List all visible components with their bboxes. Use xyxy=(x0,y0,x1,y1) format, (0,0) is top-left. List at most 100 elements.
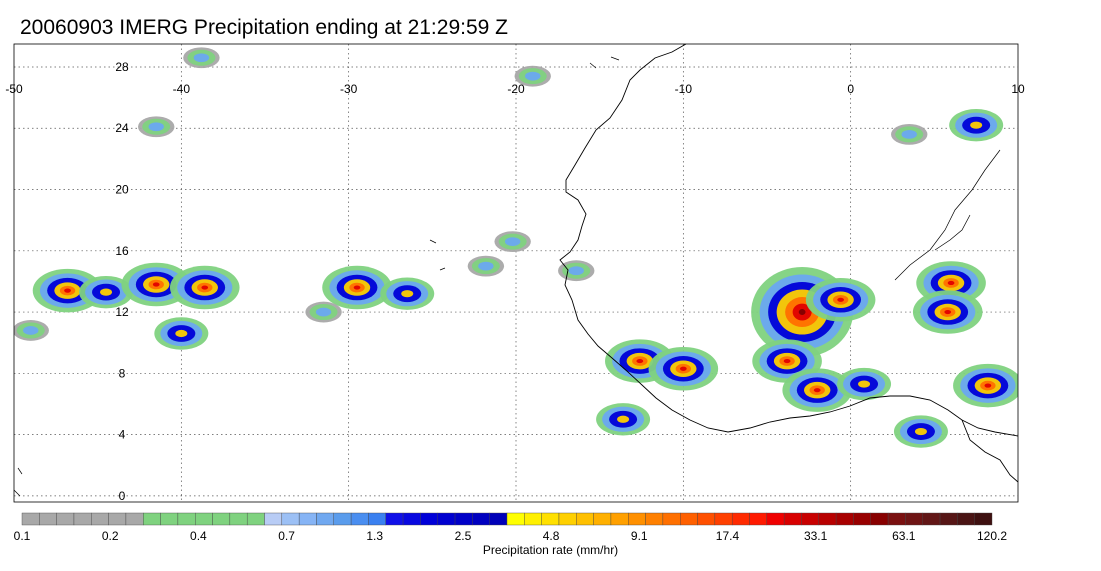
colorbar-swatch xyxy=(177,512,196,526)
colorbar-swatch xyxy=(697,512,716,526)
colorbar-swatch xyxy=(368,512,386,526)
latitude-label: 24 xyxy=(115,121,129,135)
colorbar-swatch xyxy=(108,512,127,526)
colorbar-tick-label: 2.5 xyxy=(455,529,472,543)
colorbar-swatch xyxy=(39,512,57,526)
colorbar-swatch xyxy=(576,512,594,526)
colorbar-swatch xyxy=(541,512,560,526)
colorbar-swatch xyxy=(21,512,40,526)
latitude-label: 28 xyxy=(115,60,129,74)
colorbar-swatch xyxy=(91,512,109,526)
colorbar-tick-label: 0.1 xyxy=(14,529,31,543)
colorbar-swatch xyxy=(385,512,404,526)
colorbar-swatch xyxy=(437,512,456,526)
precip-cell xyxy=(121,262,192,307)
latitude-label: 4 xyxy=(119,428,126,442)
colorbar-tick-label: 17.4 xyxy=(716,529,740,543)
precip-cell xyxy=(79,275,134,309)
colorbar-tick-label: 63.1 xyxy=(892,529,916,543)
colorbar-swatch xyxy=(316,512,334,526)
precip-cell xyxy=(837,367,892,401)
colorbar-swatch xyxy=(264,512,283,526)
small-islands xyxy=(14,56,620,497)
latitude-labels: 0 4 8 12 16 20 24 28 xyxy=(115,60,129,503)
precip-cell xyxy=(805,278,876,322)
longitude-labels: -50 -40 -30 -20 -10 0 10 xyxy=(5,82,1025,96)
colorbar-swatch xyxy=(801,512,819,526)
colorbar-swatch xyxy=(680,512,698,526)
africa-coastline xyxy=(559,44,1018,437)
colorbar-swatch xyxy=(818,512,837,526)
latitude-label: 12 xyxy=(115,305,129,319)
colorbar-swatch xyxy=(125,512,144,526)
river-niger xyxy=(894,149,1001,281)
precip-cell xyxy=(169,265,240,310)
longitude-label: -20 xyxy=(507,82,525,96)
colorbar-swatch xyxy=(524,512,542,526)
colorbar-swatch xyxy=(143,512,161,526)
longitude-label: 0 xyxy=(847,82,854,96)
colorbar-swatch xyxy=(870,512,889,526)
colorbar-swatch xyxy=(974,512,993,526)
precip-cell xyxy=(514,65,551,87)
latitude-label: 0 xyxy=(119,489,126,503)
precip-cell xyxy=(305,301,342,323)
map-frame xyxy=(13,43,1019,503)
colorbar-swatch xyxy=(593,512,612,526)
precip-cell xyxy=(154,317,209,350)
latitude-label: 8 xyxy=(119,366,126,380)
precip-cell xyxy=(891,123,928,145)
colorbar-tick-label: 0.7 xyxy=(278,529,295,543)
precip-cell xyxy=(467,255,505,277)
colorbar-swatch xyxy=(506,512,525,526)
coastline xyxy=(14,44,1018,497)
colorbar-swatch xyxy=(835,512,854,526)
precip-cell xyxy=(14,320,49,341)
colorbar-tick-label: 0.4 xyxy=(190,529,207,543)
colorbar-swatch xyxy=(783,512,802,526)
precip-cell xyxy=(912,290,983,334)
colorbar-tick-label: 1.3 xyxy=(366,529,383,543)
colorbar-swatch xyxy=(246,512,265,526)
colorbar-swatch xyxy=(489,512,508,526)
precip-cell xyxy=(953,363,1018,408)
colorbar-tick-label: 0.2 xyxy=(102,529,119,543)
longitude-label: -40 xyxy=(173,82,191,96)
colorbar-swatch xyxy=(454,512,473,526)
colorbar-tick-label: 9.1 xyxy=(631,529,648,543)
colorbar-swatch xyxy=(350,512,369,526)
colorbar-swatch xyxy=(229,512,248,526)
precip-cell xyxy=(138,116,175,138)
colorbar-swatch xyxy=(766,512,785,526)
colorbar-swatch xyxy=(645,512,664,526)
colorbar-swatch xyxy=(298,512,317,526)
colorbar-swatch xyxy=(939,512,958,526)
precip-cell xyxy=(949,108,1004,142)
gridlines xyxy=(14,44,1018,502)
colorbar-swatch xyxy=(905,512,923,526)
longitude-label: -10 xyxy=(675,82,693,96)
precip-cell xyxy=(893,415,948,448)
precip-cell xyxy=(782,368,852,412)
colorbar-swatch xyxy=(558,512,577,526)
colorbar-tick-label: 120.2 xyxy=(977,529,1007,543)
colorbar-label: Precipitation rate (mm/hr) xyxy=(482,543,619,557)
colorbar-swatch xyxy=(922,512,941,526)
colorbar-swatch xyxy=(472,512,490,526)
latitude-label: 20 xyxy=(115,183,129,197)
colorbar-swatch xyxy=(333,512,352,526)
longitude-label: -50 xyxy=(5,82,23,96)
longitude-label: 10 xyxy=(1011,82,1025,96)
colorbar-swatch xyxy=(56,512,75,526)
colorbar-swatch xyxy=(887,512,906,526)
colorbar-swatch xyxy=(420,512,438,526)
colorbar-tick-label: 33.1 xyxy=(804,529,828,543)
colorbar-swatch xyxy=(662,512,681,526)
colorbar-swatch xyxy=(73,512,92,526)
longitude-label: -30 xyxy=(340,82,358,96)
colorbar: 0.1 0.2 0.4 0.7 1.3 2.5 4.8 9.1 17.4 33.1 63.1 120.… xyxy=(14,512,1007,543)
colorbar-swatch xyxy=(714,512,733,526)
precip-cell xyxy=(558,260,595,282)
colorbar-swatch xyxy=(195,512,213,526)
